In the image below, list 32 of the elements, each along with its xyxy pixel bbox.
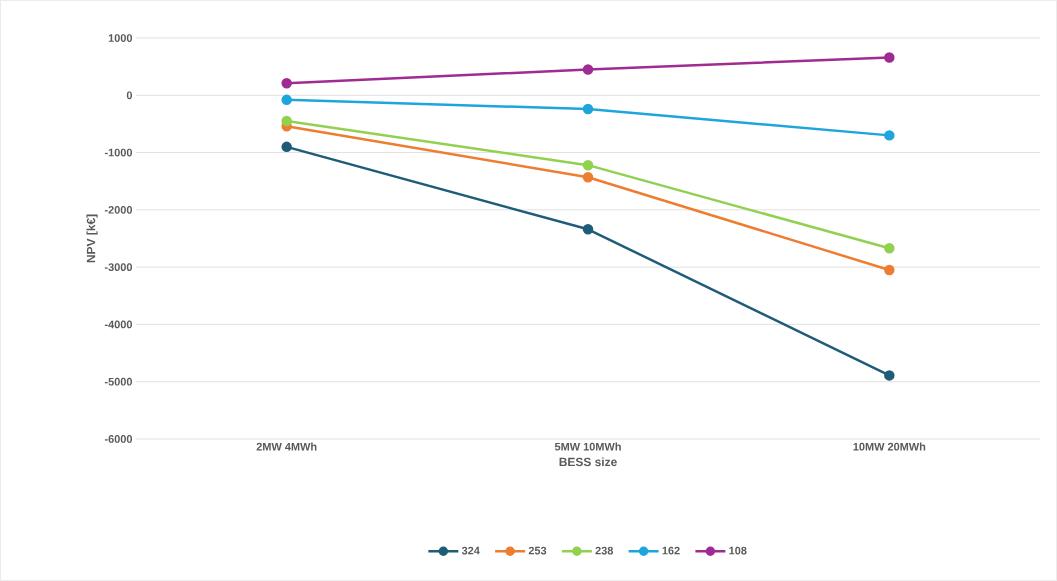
point — [582, 224, 594, 235]
legend-label: 108 — [729, 546, 747, 555]
y-tick-label: -6000 — [104, 435, 133, 443]
y-tick-label: -2000 — [104, 205, 133, 214]
legend-label: 238 — [595, 546, 614, 555]
point — [281, 141, 292, 153]
legend-label: 253 — [528, 546, 547, 555]
point — [281, 94, 292, 106]
point — [582, 159, 594, 171]
point — [582, 171, 594, 183]
point — [582, 64, 594, 75]
x-tick-label: 10MW 20MWh — [853, 442, 926, 451]
y-tick-label: -5000 — [104, 377, 133, 386]
point — [582, 103, 594, 115]
point — [884, 370, 895, 381]
point — [884, 264, 895, 276]
y-tick-label: -3000 — [104, 263, 133, 272]
y-tick-label: -4000 — [104, 320, 133, 329]
point — [281, 115, 292, 127]
x-tick-label: 5MW 10MWh — [554, 442, 621, 451]
x-tick-label: 2MW 4MWh — [256, 442, 317, 451]
legend-label: 324 — [461, 546, 480, 555]
y-tick-label: 0 — [126, 91, 133, 100]
point — [884, 242, 895, 254]
point — [281, 78, 292, 89]
y-axis-title: NPV [k€] — [86, 214, 98, 263]
y-tick-label: 1000 — [108, 34, 133, 42]
point — [884, 52, 895, 63]
legend-label: 162 — [662, 546, 680, 555]
y-tick-label: -1000 — [104, 148, 133, 157]
x-axis-title: BESS size — [559, 457, 617, 467]
point — [884, 130, 895, 141]
